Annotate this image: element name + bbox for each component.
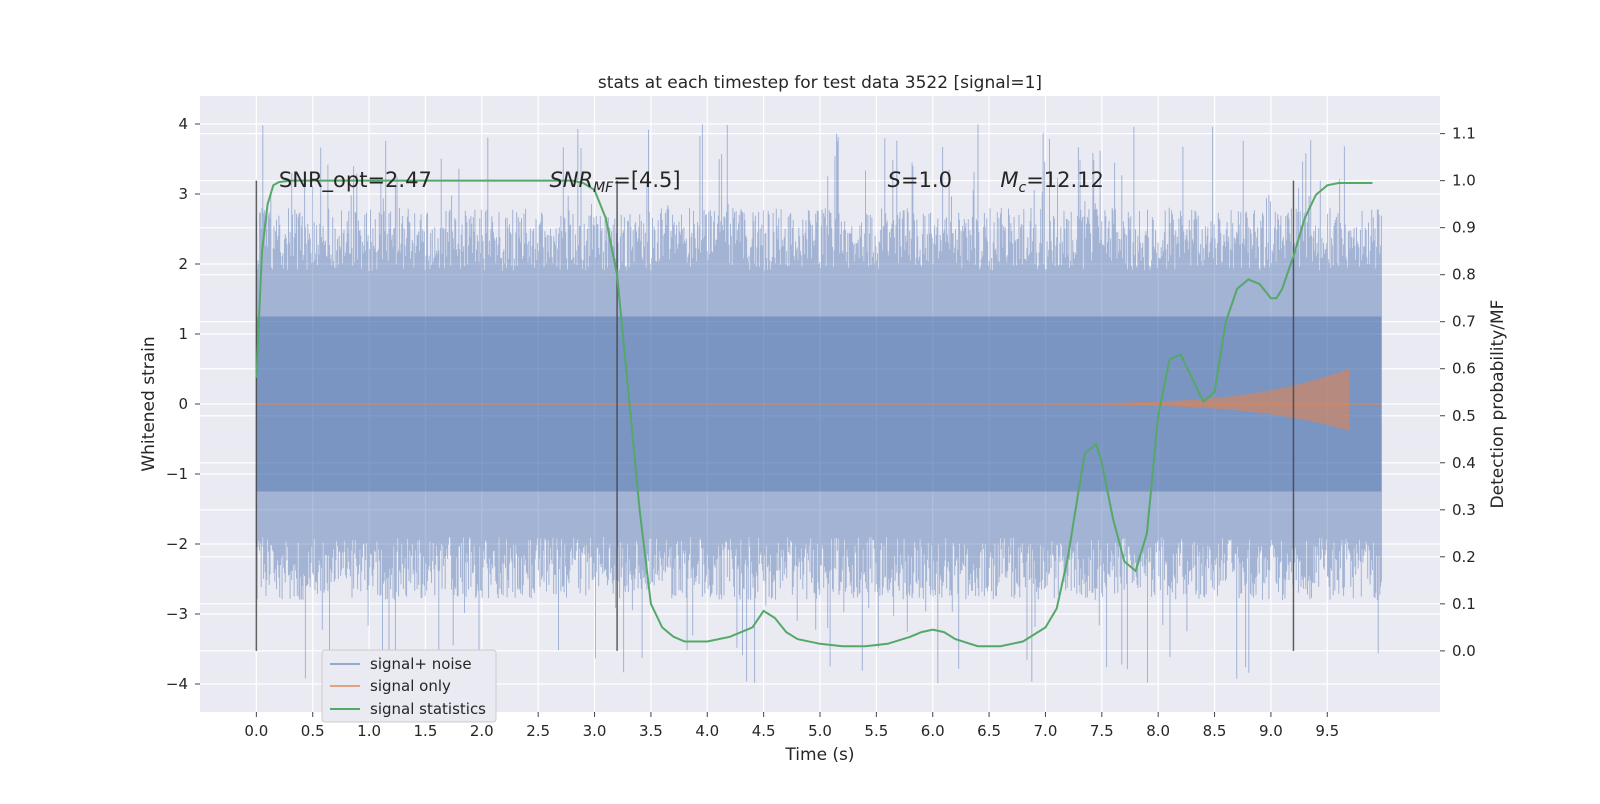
x-tick-label: 7.5 bbox=[1090, 722, 1114, 740]
x-tick-label: 8.5 bbox=[1203, 722, 1227, 740]
y-tick-label-left: 0 bbox=[178, 395, 188, 413]
annotation-0: SNR_opt=2.47 bbox=[279, 168, 432, 193]
y-tick-label-left: 3 bbox=[178, 185, 188, 203]
legend-label-stats: signal statistics bbox=[370, 700, 486, 718]
annotation-3: Mc=12.12 bbox=[1000, 168, 1104, 196]
series-signal-only bbox=[989, 368, 1350, 431]
x-tick-label: 4.5 bbox=[752, 722, 776, 740]
x-tick-label: 5.0 bbox=[808, 722, 832, 740]
y-tick-label-left: −2 bbox=[166, 535, 188, 553]
y-tick-label-left: −3 bbox=[166, 605, 188, 623]
y-tick-label-right: 0.7 bbox=[1452, 313, 1476, 331]
y-tick-label-right: 0.3 bbox=[1452, 501, 1476, 519]
x-tick-label: 1.0 bbox=[357, 722, 381, 740]
y-tick-label-left: 2 bbox=[178, 255, 188, 273]
chart-title: stats at each timestep for test data 352… bbox=[598, 73, 1042, 93]
y-tick-label-right: 1.1 bbox=[1452, 125, 1476, 143]
legend-box bbox=[321, 649, 497, 723]
x-tick-label: 6.5 bbox=[977, 722, 1001, 740]
x-tick-label: 3.5 bbox=[639, 722, 663, 740]
y-tick-label-left: 1 bbox=[178, 325, 188, 343]
y-axis-label-left: Whitened strain bbox=[139, 336, 159, 471]
x-tick-label: 2.0 bbox=[470, 722, 494, 740]
x-axis-label: Time (s) bbox=[784, 745, 854, 765]
legend-label-noise: signal+ noise bbox=[370, 655, 472, 673]
x-tick-label: 7.0 bbox=[1034, 722, 1058, 740]
x-tick-label: 0.5 bbox=[301, 722, 325, 740]
annotation-2: S=1.0 bbox=[888, 168, 952, 192]
x-tick-label: 5.5 bbox=[864, 722, 888, 740]
x-tick-label: 8.0 bbox=[1146, 722, 1170, 740]
annotation-layer: SNR_opt=2.47 SNRMF=[4.5] S=1.0 Mc=12.12 bbox=[279, 168, 1104, 196]
y-tick-label-right: 0.5 bbox=[1452, 407, 1476, 425]
x-tick-label: 2.5 bbox=[526, 722, 550, 740]
y-tick-label-right: 0.2 bbox=[1452, 548, 1476, 566]
series-signal-statistics bbox=[255, 179, 1373, 648]
y-tick-label-right: 0.4 bbox=[1452, 454, 1476, 472]
x-tick-label: 1.5 bbox=[414, 722, 438, 740]
signal-layer bbox=[256, 368, 1382, 431]
x-tick-label: 3.0 bbox=[583, 722, 607, 740]
y-tick-label-left: 4 bbox=[178, 115, 188, 133]
legend-label-signal: signal only bbox=[370, 677, 451, 695]
x-tick-label: 4.0 bbox=[695, 722, 719, 740]
y-tick-label-right: 0.6 bbox=[1452, 360, 1476, 378]
annotation-1: SNRMF=[4.5] bbox=[549, 168, 680, 196]
y-tick-label-right: 0.1 bbox=[1452, 595, 1476, 613]
y-tick-label-left: −4 bbox=[166, 675, 188, 693]
x-tick-label: 9.5 bbox=[1315, 722, 1339, 740]
y-tick-label-left: −1 bbox=[166, 465, 188, 483]
x-tick-label: 9.0 bbox=[1259, 722, 1283, 740]
x-tick-label: 0.0 bbox=[244, 722, 268, 740]
x-tick-label: 6.0 bbox=[921, 722, 945, 740]
y-tick-label-right: 1.0 bbox=[1452, 172, 1476, 190]
legend: signal+ noise signal only signal statist… bbox=[321, 649, 497, 723]
y-tick-label-right: 0.9 bbox=[1452, 219, 1476, 237]
stats-layer bbox=[255, 179, 1373, 648]
y-axis-label-right: Detection probability/MF bbox=[1488, 300, 1508, 509]
y-tick-label-right: 0.8 bbox=[1452, 266, 1476, 284]
tick-layer: 0.0 0.5 1.0 1.5 2.0 2.5 3.0 3.5 4.0 4.5 5.0 5.5 6.0 6… bbox=[166, 115, 1476, 740]
y-tick-label-right: 0.0 bbox=[1452, 642, 1476, 660]
